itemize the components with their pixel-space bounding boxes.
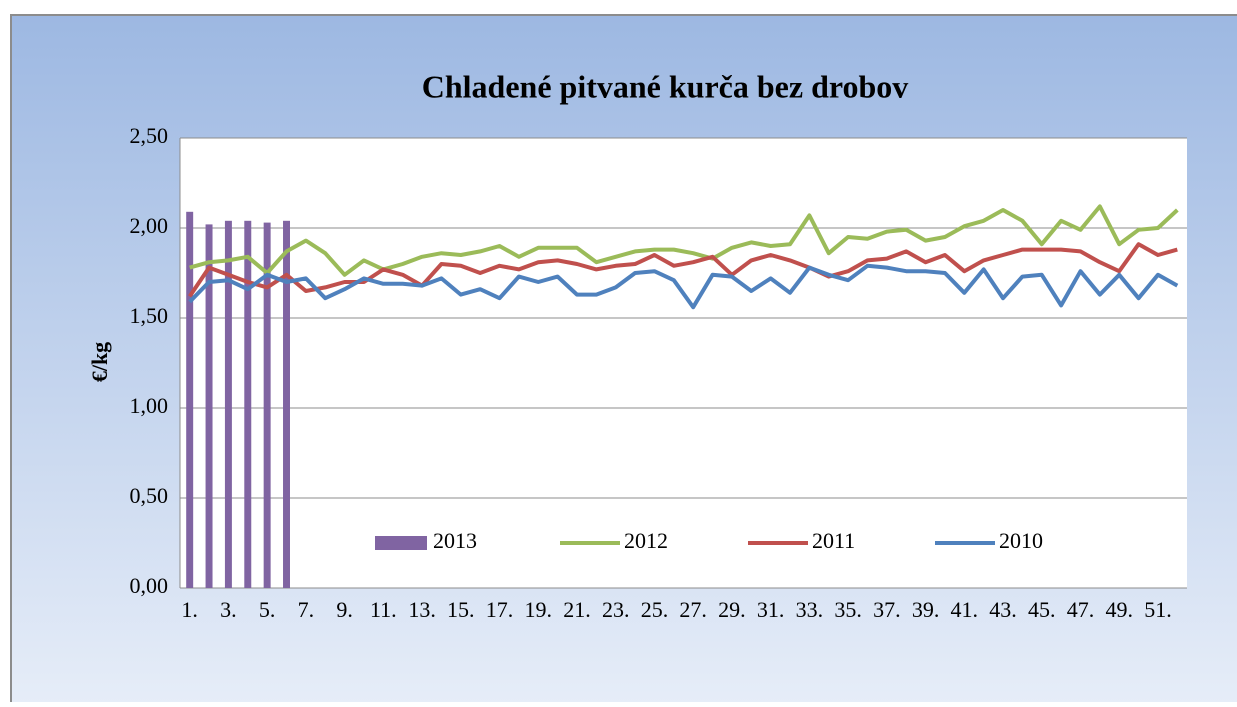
x-tick-label: 17. (486, 597, 514, 622)
x-tick-label: 33. (796, 597, 824, 622)
y-tick-label: 2,50 (130, 123, 169, 148)
plot-area (180, 138, 1187, 588)
x-tick-label: 43. (989, 597, 1017, 622)
x-tick-label: 27. (679, 597, 707, 622)
chart-title: Chladené pitvané kurča bez drobov (422, 68, 909, 104)
x-tick-label: 5. (259, 597, 276, 622)
legend-label: 2013 (433, 528, 477, 553)
x-tick-label: 7. (298, 597, 315, 622)
y-tick-label: 0,50 (130, 483, 169, 508)
legend-label: 2012 (624, 528, 668, 553)
x-tick-label: 41. (951, 597, 979, 622)
x-tick-label: 11. (370, 597, 397, 622)
x-tick-label: 35. (834, 597, 862, 622)
y-tick-label: 0,00 (130, 573, 169, 598)
x-tick-label: 39. (912, 597, 940, 622)
legend-swatch (375, 536, 427, 550)
y-tick-label: 1,00 (130, 393, 169, 418)
x-tick-label: 47. (1067, 597, 1095, 622)
bar (224, 220, 232, 589)
legend-label: 2011 (812, 528, 855, 553)
x-tick-label: 1. (181, 597, 198, 622)
x-tick-label: 9. (336, 597, 353, 622)
line-series (188, 263, 1179, 310)
x-tick-label: 15. (447, 597, 475, 622)
bar (283, 220, 290, 589)
legend-label: 2010 (999, 528, 1043, 553)
x-tick-label: 51. (1144, 597, 1172, 622)
x-tick-label: 37. (873, 597, 901, 622)
x-tick-label: 31. (757, 597, 785, 622)
x-tick-label: 3. (220, 597, 237, 622)
bar (263, 222, 271, 588)
y-tick-label: 2,00 (130, 213, 169, 238)
x-tick-label: 25. (641, 597, 669, 622)
bar (186, 211, 194, 589)
x-tick-label: 45. (1028, 597, 1056, 622)
x-tick-label: 49. (1105, 597, 1133, 622)
bar (244, 220, 252, 589)
x-tick-label: 13. (408, 597, 436, 622)
line-series (189, 204, 1179, 277)
x-tick-label: 19. (525, 597, 553, 622)
x-tick-label: 21. (563, 597, 591, 622)
x-tick-label: 23. (602, 597, 630, 622)
y-tick-label: 1,50 (130, 303, 169, 328)
x-tick-label: 29. (718, 597, 746, 622)
y-axis-label: €/kg (87, 342, 112, 382)
bar (205, 224, 213, 588)
